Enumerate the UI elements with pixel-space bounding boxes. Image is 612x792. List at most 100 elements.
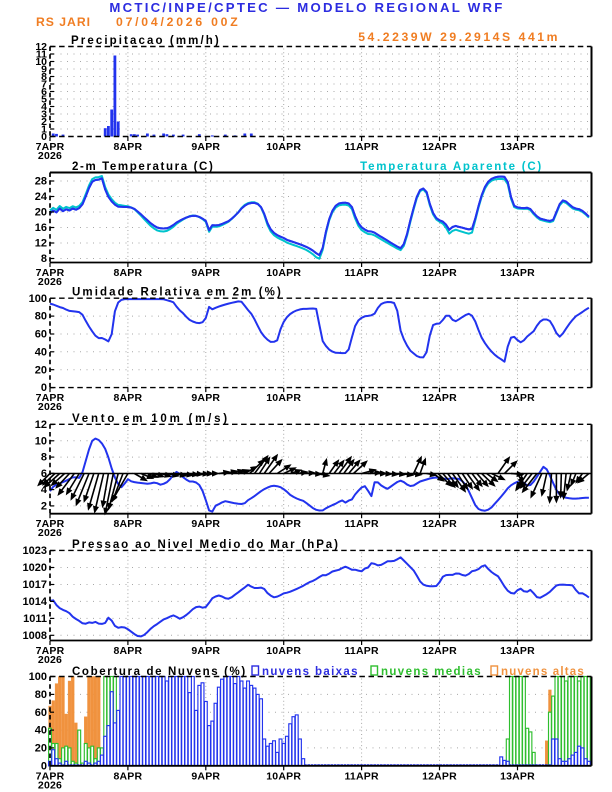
svg-text:10APR: 10APR <box>266 770 301 782</box>
svg-text:1014: 1014 <box>23 596 48 608</box>
svg-text:10APR: 10APR <box>266 392 301 404</box>
svg-text:3: 3 <box>41 109 47 121</box>
svg-text:11APR: 11APR <box>344 518 378 530</box>
svg-text:10APR: 10APR <box>266 518 301 530</box>
svg-text:100: 100 <box>29 671 47 683</box>
svg-text:2026: 2026 <box>38 401 62 413</box>
svg-text:12APR: 12APR <box>422 518 457 530</box>
svg-text:Pressao ao Nivel Medio do Mar: Pressao ao Nivel Medio do Mar (hPa) <box>72 539 340 551</box>
svg-text:1: 1 <box>41 124 47 136</box>
svg-text:8APR: 8APR <box>113 267 142 279</box>
svg-text:12APR: 12APR <box>422 392 457 404</box>
svg-text:RS JARI: RS JARI <box>36 15 91 29</box>
svg-text:0: 0 <box>41 131 47 143</box>
svg-text:8: 8 <box>41 253 47 265</box>
svg-text:Vento em 10m (m/s): Vento em 10m (m/s) <box>72 413 230 425</box>
svg-text:13APR: 13APR <box>500 141 535 153</box>
svg-text:11APR: 11APR <box>344 770 378 782</box>
svg-text:1023: 1023 <box>23 545 47 557</box>
svg-text:2: 2 <box>41 501 47 513</box>
svg-text:Umidade Relativa em 2m (%): Umidade Relativa em 2m (%) <box>72 287 283 299</box>
svg-text:12: 12 <box>35 238 47 250</box>
svg-text:9APR: 9APR <box>191 770 220 782</box>
svg-text:7APR: 7APR <box>36 267 65 279</box>
svg-text:7APR: 7APR <box>36 392 65 404</box>
svg-text:10APR: 10APR <box>266 645 301 657</box>
svg-text:8APR: 8APR <box>113 645 142 657</box>
svg-text:2: 2 <box>41 116 47 128</box>
svg-text:1008: 1008 <box>23 630 47 642</box>
svg-text:07/04/2026 00Z: 07/04/2026 00Z <box>116 15 240 29</box>
svg-text:16: 16 <box>35 222 47 234</box>
svg-text:10APR: 10APR <box>266 267 301 279</box>
svg-text:20: 20 <box>35 364 47 376</box>
svg-text:13APR: 13APR <box>500 770 535 782</box>
svg-text:1011: 1011 <box>23 613 47 625</box>
svg-text:60: 60 <box>35 707 47 719</box>
svg-text:4: 4 <box>41 484 48 496</box>
svg-text:1017: 1017 <box>23 579 47 591</box>
svg-text:8APR: 8APR <box>113 141 142 153</box>
svg-text:12: 12 <box>35 419 47 431</box>
svg-text:8APR: 8APR <box>113 518 142 530</box>
svg-text:12: 12 <box>35 41 47 53</box>
svg-text:5: 5 <box>41 94 47 106</box>
svg-text:10APR: 10APR <box>266 141 301 153</box>
svg-text:8APR: 8APR <box>113 392 142 404</box>
svg-text:Precipitacao (mm/h): Precipitacao (mm/h) <box>71 35 221 47</box>
svg-text:6: 6 <box>41 86 47 98</box>
svg-text:80: 80 <box>35 311 47 323</box>
svg-text:7APR: 7APR <box>36 770 65 782</box>
svg-text:9APR: 9APR <box>191 645 220 657</box>
svg-text:11: 11 <box>36 49 47 61</box>
svg-text:7: 7 <box>41 79 47 91</box>
svg-text:12APR: 12APR <box>422 645 457 657</box>
svg-text:MCTIC/INPE/CPTEC — MODELO REGI: MCTIC/INPE/CPTEC — MODELO REGIONAL WRF <box>109 0 504 15</box>
svg-text:1020: 1020 <box>23 562 47 574</box>
svg-text:7APR: 7APR <box>36 645 65 657</box>
svg-text:9APR: 9APR <box>191 518 220 530</box>
svg-text:7APR: 7APR <box>36 518 65 530</box>
svg-text:40: 40 <box>35 725 47 737</box>
svg-text:12APR: 12APR <box>422 267 457 279</box>
svg-text:11APR: 11APR <box>344 392 378 404</box>
svg-text:8: 8 <box>41 452 47 464</box>
svg-text:12APR: 12APR <box>422 770 457 782</box>
svg-text:10: 10 <box>35 435 47 447</box>
svg-text:2026: 2026 <box>38 150 62 162</box>
svg-text:9APR: 9APR <box>191 267 220 279</box>
svg-text:0: 0 <box>41 760 47 772</box>
svg-text:nuvens altas: nuvens altas <box>501 666 585 678</box>
svg-text:10: 10 <box>35 56 47 68</box>
svg-text:13APR: 13APR <box>500 645 535 657</box>
svg-text:8: 8 <box>41 71 47 83</box>
svg-text:80: 80 <box>35 689 47 701</box>
svg-text:7APR: 7APR <box>36 141 65 153</box>
svg-text:2026: 2026 <box>38 654 62 666</box>
svg-text:11APR: 11APR <box>344 645 378 657</box>
svg-text:60: 60 <box>35 329 47 341</box>
svg-text:nuvens baixas: nuvens baixas <box>262 666 359 678</box>
svg-text:Cobertura de Nuvens (%): Cobertura de Nuvens (%) <box>72 666 247 678</box>
svg-text:2026: 2026 <box>38 276 62 288</box>
svg-text:12APR: 12APR <box>422 141 457 153</box>
svg-text:11APR: 11APR <box>344 267 378 279</box>
svg-text:54.2239W 29.2914S 441m: 54.2239W 29.2914S 441m <box>358 30 560 44</box>
svg-text:4: 4 <box>41 101 47 113</box>
svg-text:100: 100 <box>29 293 47 305</box>
svg-text:11APR: 11APR <box>344 141 378 153</box>
svg-text:24: 24 <box>35 191 48 203</box>
svg-text:20: 20 <box>35 207 47 219</box>
svg-text:6: 6 <box>41 468 47 480</box>
svg-text:2026: 2026 <box>38 779 62 791</box>
svg-text:9APR: 9APR <box>191 392 220 404</box>
svg-text:28: 28 <box>35 176 47 188</box>
svg-text:13APR: 13APR <box>500 267 535 279</box>
svg-text:2026: 2026 <box>38 527 62 539</box>
svg-text:0: 0 <box>41 382 47 394</box>
svg-text:2-m Temperatura (C): 2-m Temperatura (C) <box>72 161 214 173</box>
svg-text:13APR: 13APR <box>500 518 535 530</box>
svg-text:nuvens medias: nuvens medias <box>381 666 482 678</box>
svg-text:9APR: 9APR <box>191 141 220 153</box>
svg-text:9: 9 <box>41 64 47 76</box>
